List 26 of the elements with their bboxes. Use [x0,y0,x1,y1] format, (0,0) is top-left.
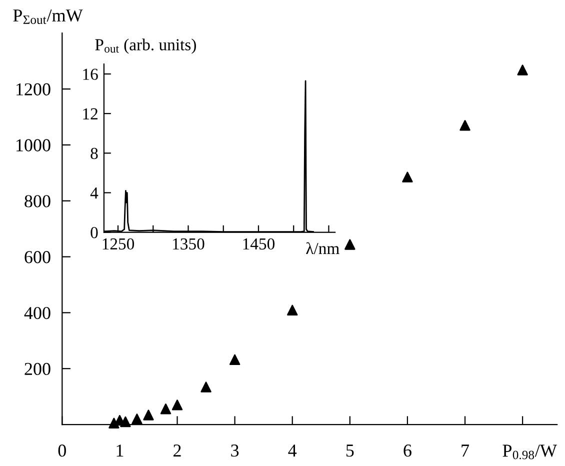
x-tick-label: 1 [116,444,124,456]
y-tick-label: 400 [24,306,50,320]
y-tick-label: 8 [90,148,98,160]
y-tick-label: 200 [24,362,50,376]
y-tick-label: 1200 [16,83,50,96]
y-tick-label: 4 [90,188,98,198]
y-tick-label: 12 [83,108,98,120]
x-tick-label: 5 [346,444,354,457]
x-tick-label: 1350 [173,238,204,250]
x-tick-label: 7 [462,444,470,456]
x-tick-label: 4 [288,444,297,456]
y-tick-label: 800 [24,195,50,208]
x-axis-title: P$_{0.98}$/W [502,444,557,460]
y-axis-title: P$_{out}$ (arb. units) [95,38,196,54]
x-tick-label: 2 [174,444,181,456]
x-tick-label: 0 [58,444,66,457]
x-tick-label: 3 [231,444,239,457]
y-tick-label: 0 [90,227,98,238]
y-tick-label: 1000 [16,139,50,152]
x-tick-label: 1250 [102,238,134,250]
y-axis-title: P$_{Σout}$/mW [13,9,83,24]
y-tick-label: 16 [83,68,98,80]
x-tick-label: 6 [404,444,412,457]
x-tick-label: 1450 [243,238,275,250]
x-axis-title: λ/nm [306,242,340,254]
y-tick-label: 600 [24,251,50,264]
